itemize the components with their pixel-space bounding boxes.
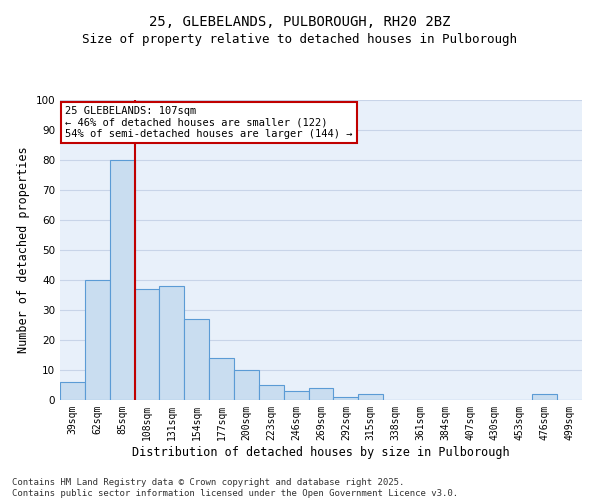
X-axis label: Distribution of detached houses by size in Pulborough: Distribution of detached houses by size … xyxy=(132,446,510,458)
Bar xyxy=(259,385,284,400)
Text: Size of property relative to detached houses in Pulborough: Size of property relative to detached ho… xyxy=(83,32,517,46)
Text: 25, GLEBELANDS, PULBOROUGH, RH20 2BZ: 25, GLEBELANDS, PULBOROUGH, RH20 2BZ xyxy=(149,15,451,29)
Bar xyxy=(358,394,383,400)
Bar xyxy=(334,397,358,400)
Bar xyxy=(284,391,308,400)
Bar xyxy=(85,280,110,400)
Bar xyxy=(160,286,184,400)
Bar xyxy=(234,370,259,400)
Bar xyxy=(209,358,234,400)
Bar xyxy=(134,289,160,400)
Bar xyxy=(532,394,557,400)
Bar xyxy=(308,388,334,400)
Y-axis label: Number of detached properties: Number of detached properties xyxy=(17,146,30,354)
Text: Contains HM Land Registry data © Crown copyright and database right 2025.
Contai: Contains HM Land Registry data © Crown c… xyxy=(12,478,458,498)
Bar xyxy=(60,382,85,400)
Bar xyxy=(184,319,209,400)
Bar xyxy=(110,160,134,400)
Text: 25 GLEBELANDS: 107sqm
← 46% of detached houses are smaller (122)
54% of semi-det: 25 GLEBELANDS: 107sqm ← 46% of detached … xyxy=(65,106,353,139)
